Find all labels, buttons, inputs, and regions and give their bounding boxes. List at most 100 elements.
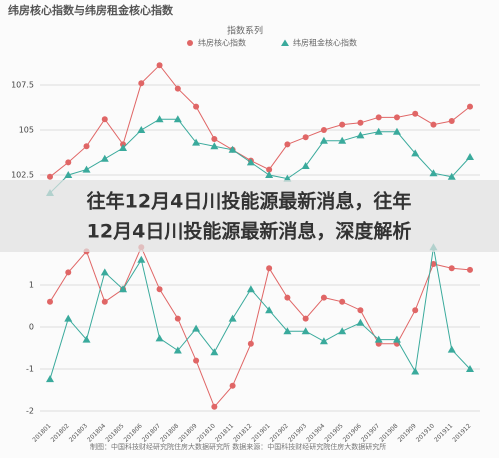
point xyxy=(192,138,201,146)
point xyxy=(412,307,419,314)
point xyxy=(174,315,181,322)
point xyxy=(411,367,420,375)
point xyxy=(320,294,327,301)
point xyxy=(47,298,53,305)
point xyxy=(411,149,420,157)
point xyxy=(301,162,310,169)
point xyxy=(155,334,164,342)
point xyxy=(356,318,365,326)
x-tick-label: 201804 xyxy=(86,422,107,443)
point xyxy=(229,382,236,389)
point xyxy=(156,62,163,69)
x-tick-label: 201906 xyxy=(342,422,363,443)
point xyxy=(119,144,128,151)
point xyxy=(356,131,365,139)
point xyxy=(65,159,72,166)
point xyxy=(119,285,128,293)
point xyxy=(412,110,419,117)
x-tick-label: 201803 xyxy=(68,422,89,443)
point xyxy=(228,314,237,322)
point xyxy=(211,136,218,142)
headline: 往年12月4日川投能源最新消息，往年 xyxy=(87,190,412,213)
x-tick-label: 201910 xyxy=(415,422,436,443)
y-tick-label: 102.5 xyxy=(11,171,34,180)
point xyxy=(173,115,182,123)
point xyxy=(302,315,309,322)
point xyxy=(83,143,90,150)
x-tick-label: 201812 xyxy=(232,422,253,443)
point xyxy=(266,166,273,173)
x-tick-label: 201805 xyxy=(104,422,125,443)
point xyxy=(101,116,108,123)
point xyxy=(46,375,54,383)
x-tick-label: 201802 xyxy=(50,422,71,443)
legend-label: 纬房核心指数 xyxy=(198,38,246,48)
x-tick-label: 201809 xyxy=(177,422,198,443)
x-tick-label: 201811 xyxy=(214,422,235,443)
point xyxy=(138,80,145,87)
chart-title: 纬房核心指数与纬房租金核心指数 xyxy=(8,3,174,17)
legend-marker xyxy=(281,39,289,46)
point xyxy=(429,169,438,177)
point xyxy=(467,266,473,273)
point xyxy=(466,153,474,160)
point xyxy=(448,265,455,272)
point xyxy=(137,255,146,263)
x-tick-label: 201905 xyxy=(324,422,345,443)
point xyxy=(430,261,437,267)
x-tick-label: 201807 xyxy=(141,422,162,443)
y-tick-label: -2 xyxy=(26,407,34,416)
point xyxy=(392,335,401,343)
point xyxy=(357,307,364,314)
x-tick-label: 201801 xyxy=(31,422,52,443)
point xyxy=(284,141,291,148)
x-tick-label: 201908 xyxy=(378,422,399,443)
point xyxy=(47,173,53,180)
x-tick-label: 201808 xyxy=(159,422,180,443)
point xyxy=(210,348,219,356)
point xyxy=(339,121,346,128)
headline: 12月4日川投能源最新消息，深度解析 xyxy=(87,220,412,243)
x-tick-label: 201903 xyxy=(287,422,308,443)
point xyxy=(101,298,108,305)
point xyxy=(302,134,309,141)
x-tick-label: 201902 xyxy=(269,422,290,443)
point xyxy=(247,340,254,347)
point xyxy=(64,171,73,178)
point xyxy=(338,136,347,144)
x-tick-label: 201901 xyxy=(250,422,271,443)
point xyxy=(357,119,364,126)
point xyxy=(447,345,456,353)
point xyxy=(467,103,473,110)
point xyxy=(375,114,382,121)
x-tick-label: 201810 xyxy=(196,422,217,443)
point xyxy=(65,269,72,276)
point xyxy=(155,115,164,123)
y-tick-label: 1 xyxy=(29,281,34,290)
series-line xyxy=(49,64,471,178)
point xyxy=(393,114,400,121)
point xyxy=(284,294,291,301)
y-tick-label: 0 xyxy=(29,323,34,332)
y-tick-label: 107.5 xyxy=(11,81,34,90)
legend-marker xyxy=(187,40,193,46)
point xyxy=(193,357,200,364)
legend-label: 纬房租金核心指数 xyxy=(293,38,357,48)
point xyxy=(174,85,181,92)
point xyxy=(266,265,273,272)
point xyxy=(173,346,182,354)
point xyxy=(283,327,292,335)
subtitle: 指数系列 xyxy=(227,25,263,37)
point xyxy=(246,158,255,166)
point xyxy=(193,103,200,110)
point xyxy=(82,165,91,173)
point xyxy=(265,306,274,314)
x-tick-label: 201904 xyxy=(305,422,326,443)
point xyxy=(210,142,219,150)
point xyxy=(283,174,292,182)
point xyxy=(82,335,91,343)
point xyxy=(228,145,237,153)
point xyxy=(211,403,218,410)
point xyxy=(100,154,109,162)
